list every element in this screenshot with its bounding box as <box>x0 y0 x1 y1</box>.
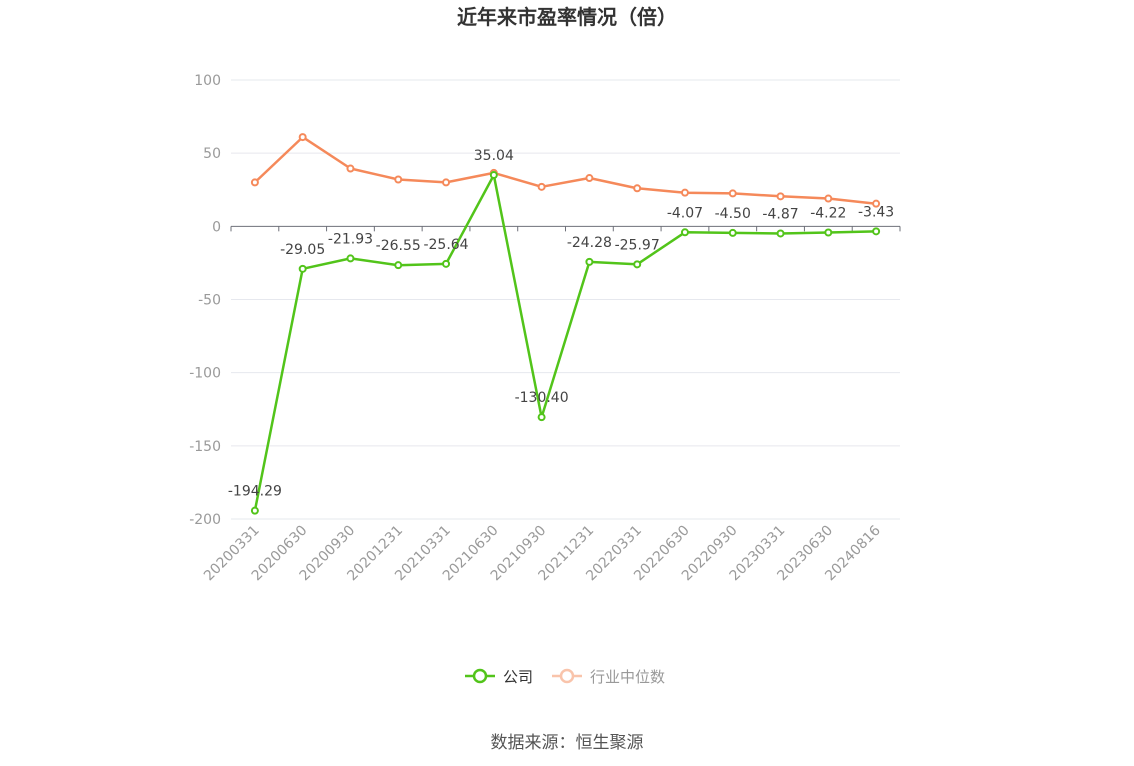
data-label: -4.07 <box>667 205 703 221</box>
data-point <box>442 259 451 268</box>
y-tick-label: -50 <box>198 293 221 309</box>
y-tick-label: 0 <box>212 219 221 235</box>
data-point <box>776 192 785 201</box>
legend-label: 公司 <box>503 668 533 686</box>
data-label: -130.40 <box>515 390 569 406</box>
legend-item-1: 行业中位数 <box>552 668 665 686</box>
y-tick-label: 100 <box>194 73 221 89</box>
data-point <box>680 228 689 237</box>
data-point <box>585 257 594 266</box>
data-point <box>489 171 498 180</box>
data-point <box>394 261 403 270</box>
data-label: -29.05 <box>280 242 325 258</box>
data-label: -194.29 <box>228 484 282 500</box>
y-tick-label: -200 <box>189 512 221 528</box>
data-label: -24.28 <box>567 235 612 251</box>
data-point <box>346 164 355 173</box>
y-axis: 100 50 0 -50 -100 -150 -200 <box>189 73 221 528</box>
data-label: -26.55 <box>376 238 421 254</box>
data-point <box>728 189 737 198</box>
data-label: -21.93 <box>328 231 373 247</box>
data-point <box>298 133 307 142</box>
data-label: -4.87 <box>762 206 798 222</box>
data-point <box>537 413 546 422</box>
data-point <box>250 506 259 515</box>
y-tick-label: 50 <box>203 146 221 162</box>
data-point <box>250 178 259 187</box>
data-point <box>633 260 642 269</box>
source-note: 数据来源：恒生聚源 <box>491 733 644 753</box>
data-point <box>872 199 881 208</box>
data-point <box>824 194 833 203</box>
legend-label: 行业中位数 <box>590 668 665 686</box>
legend: 公司 行业中位数 <box>465 668 665 686</box>
data-point <box>776 229 785 238</box>
data-point <box>298 264 307 273</box>
series-1 <box>250 133 881 208</box>
series-line <box>253 173 877 511</box>
data-label: 35.04 <box>474 148 514 164</box>
data-point <box>537 182 546 191</box>
chart-title: 近年来市盈率情况（倍） <box>457 5 677 29</box>
data-label: -4.50 <box>715 206 751 222</box>
data-point <box>824 228 833 237</box>
y-tick-label: -150 <box>189 439 221 455</box>
legend-marker <box>559 668 575 684</box>
data-point <box>394 175 403 184</box>
legend-marker <box>472 668 488 684</box>
data-label: -4.22 <box>810 206 846 222</box>
series-line <box>254 135 877 205</box>
data-point <box>442 178 451 187</box>
data-point <box>680 188 689 197</box>
data-point <box>872 227 881 236</box>
data-label: -25.97 <box>615 237 660 253</box>
data-point <box>633 184 642 193</box>
y-tick-label: -100 <box>189 366 221 382</box>
series-0: -194.29 -29.05-21.93 -26.55 -25.64 35.04 -130… <box>228 148 894 515</box>
legend-item-0: 公司 <box>465 668 533 686</box>
data-point <box>346 254 355 263</box>
data-point <box>585 174 594 183</box>
data-label: -3.43 <box>858 204 894 220</box>
grid-lines <box>231 79 900 520</box>
data-point <box>728 228 737 237</box>
series-layer: -194.29 -29.05-21.93 -26.55 -25.64 35.04 -130… <box>228 133 894 515</box>
data-label: -25.64 <box>423 237 468 253</box>
